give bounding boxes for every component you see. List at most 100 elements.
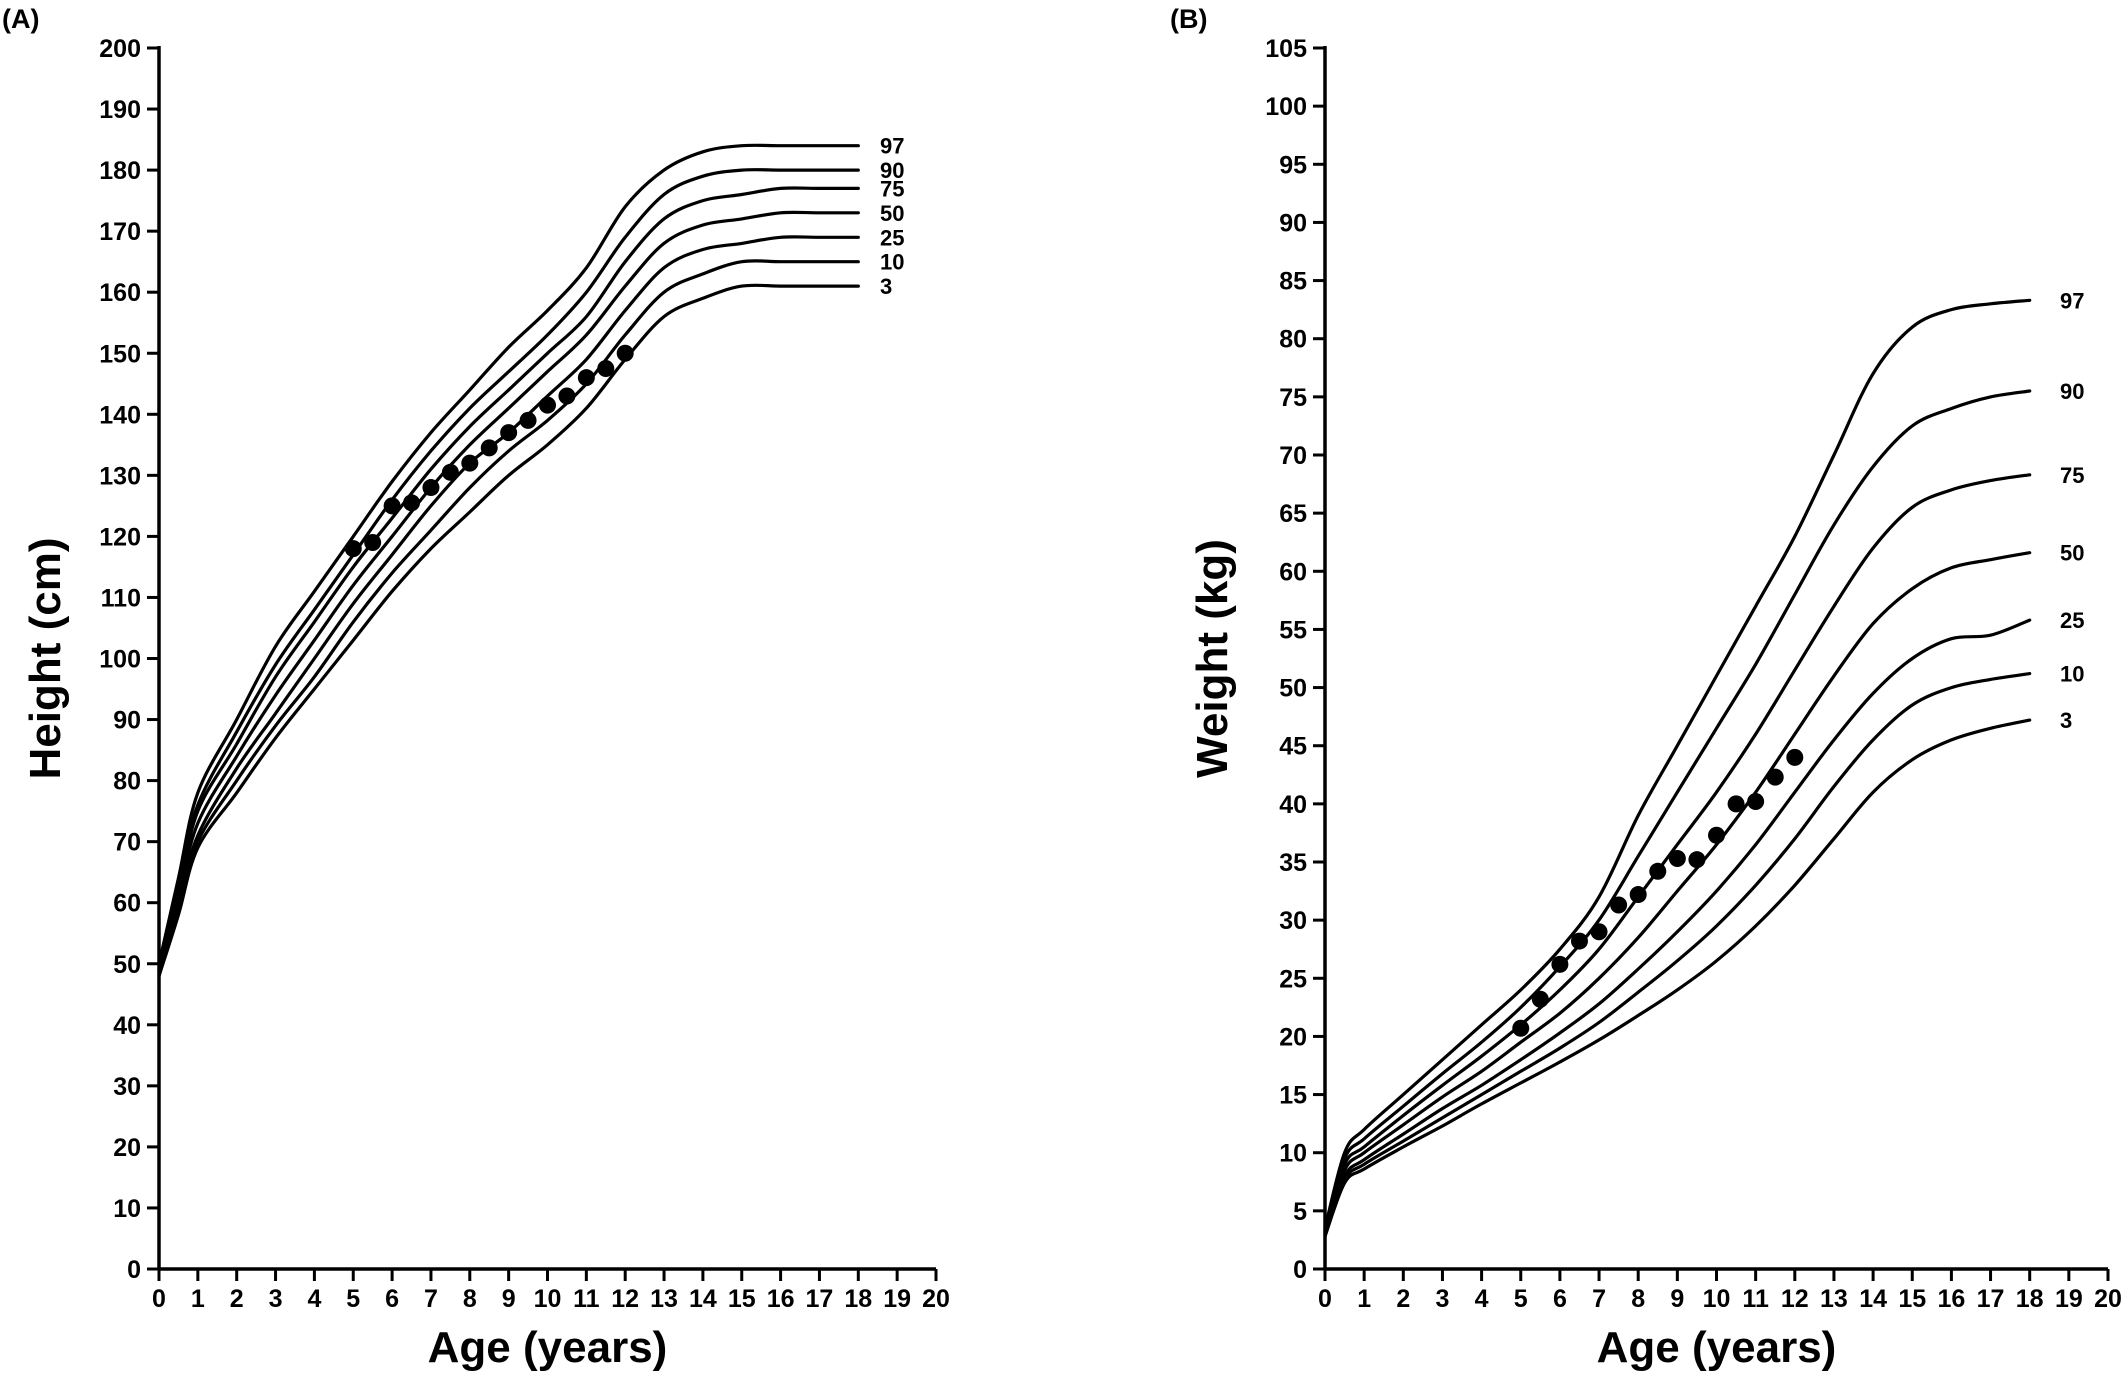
- y-tick-label: 0: [127, 1256, 141, 1284]
- patient-data-point: [383, 497, 401, 515]
- y-tick-label: 180: [99, 157, 141, 185]
- x-tick-label: 2: [1396, 1285, 1410, 1313]
- y-tick-label: 10: [113, 1195, 141, 1223]
- patient-data-point: [500, 424, 518, 442]
- y-tick-label: 45: [1279, 733, 1307, 761]
- x-tick-label: 2: [230, 1285, 244, 1313]
- patient-data-point: [1629, 886, 1647, 904]
- percentile-label-50: 50: [880, 201, 904, 226]
- x-tick-label: 4: [1475, 1285, 1489, 1313]
- patient-data-point: [1570, 932, 1588, 950]
- y-tick-label: 100: [1265, 93, 1307, 121]
- y-tick-label: 65: [1279, 500, 1307, 528]
- x-tick-label: 19: [883, 1285, 911, 1313]
- percentile-curve-97: [1323, 298, 2032, 1230]
- x-tick-label: 15: [1898, 1285, 1926, 1313]
- patient-points-height: [344, 344, 634, 558]
- x-tick-label: 20: [922, 1285, 950, 1313]
- patient-data-point: [1551, 955, 1569, 973]
- x-tick-label: 15: [728, 1285, 756, 1313]
- x-tick-label: 5: [346, 1285, 360, 1313]
- patient-data-point: [441, 463, 459, 481]
- patient-data-point: [1766, 768, 1784, 786]
- x-tick-label: 0: [152, 1285, 166, 1313]
- y-tick-label: 0: [1293, 1256, 1307, 1284]
- patient-data-point: [422, 479, 440, 497]
- y-tick-label: 20: [113, 1134, 141, 1162]
- percentile-curve-75: [1323, 473, 2032, 1233]
- patient-data-point: [1649, 862, 1667, 880]
- patient-data-point: [364, 534, 382, 552]
- patient-data-point: [480, 439, 498, 457]
- patient-data-point: [519, 411, 537, 429]
- y-tick-label: 140: [99, 401, 141, 429]
- x-tick-label: 18: [844, 1285, 872, 1313]
- patient-data-point: [597, 360, 615, 378]
- y-axis-title-weight: Weight (kg): [1188, 539, 1237, 778]
- y-tick-label: 15: [1279, 1082, 1307, 1110]
- patient-data-point: [1531, 990, 1549, 1008]
- x-tick-label: 8: [1631, 1285, 1645, 1313]
- y-tick-label: 105: [1265, 35, 1307, 63]
- percentile-curve-75: [157, 186, 860, 966]
- x-tick-label: 14: [1859, 1285, 1887, 1313]
- y-tick-label: 80: [113, 768, 141, 796]
- x-tick-label: 9: [1670, 1285, 1684, 1313]
- x-tick-label: 4: [307, 1285, 321, 1313]
- patient-points-weight: [1512, 748, 1804, 1037]
- x-tick-label: 16: [1937, 1285, 1965, 1313]
- y-tick-label: 90: [113, 707, 141, 735]
- weight-chart-panel: (B) Age (years) Weight (kg) 051015202530…: [1170, 4, 2122, 1372]
- percentile-curve-90: [1323, 389, 2032, 1230]
- x-tick-label: 12: [611, 1285, 639, 1313]
- percentile-curves-weight: [1323, 298, 2032, 1238]
- percentile-label-90: 90: [880, 158, 904, 183]
- x-tick-label: 16: [767, 1285, 795, 1313]
- y-tick-label: 85: [1279, 268, 1307, 296]
- percentile-label-3: 3: [2060, 708, 2072, 733]
- y-tick-label: 60: [1279, 558, 1307, 586]
- y-tick-label: 75: [1279, 384, 1307, 412]
- percentile-label-10: 10: [2060, 662, 2084, 687]
- x-tick-label: 7: [1592, 1285, 1606, 1313]
- x-tick-label: 12: [1781, 1285, 1809, 1313]
- x-tick-label: 3: [269, 1285, 283, 1313]
- percentile-label-50: 50: [2060, 541, 2084, 566]
- percentile-curve-90: [157, 168, 860, 966]
- x-tick-label: 11: [573, 1285, 600, 1313]
- patient-data-point: [403, 494, 421, 512]
- y-tick-label: 100: [99, 646, 141, 674]
- y-tick-label: 160: [99, 279, 141, 307]
- patient-data-point: [616, 344, 634, 362]
- patient-data-point: [1590, 923, 1608, 941]
- y-tick-label: 25: [1279, 965, 1307, 993]
- percentile-label-97: 97: [880, 134, 904, 159]
- x-tick-label: 3: [1435, 1285, 1449, 1313]
- patient-data-point: [1708, 826, 1725, 844]
- y-tick-label: 190: [99, 96, 141, 124]
- y-tick-label: 50: [113, 951, 141, 979]
- y-tick-label: 40: [1279, 791, 1307, 819]
- x-axis-title-height: Age (years): [428, 1323, 668, 1372]
- panel-label-b: (B): [1170, 4, 1207, 34]
- x-tick-label: 20: [2094, 1285, 2122, 1313]
- patient-data-point: [461, 454, 479, 472]
- percentile-curve-10: [1323, 672, 2032, 1236]
- patient-data-point: [1512, 1019, 1530, 1037]
- x-tick-label: 19: [2055, 1285, 2083, 1313]
- patient-data-point: [1747, 793, 1765, 811]
- x-tick-label: 8: [463, 1285, 477, 1313]
- percentile-label-90: 90: [2060, 379, 2084, 404]
- percentile-curve-50: [157, 210, 860, 972]
- patient-data-point: [577, 369, 595, 387]
- percentile-label-25: 25: [880, 225, 904, 250]
- percentile-label-10: 10: [880, 250, 904, 275]
- patient-data-point: [539, 396, 556, 414]
- patient-data-point: [344, 540, 362, 558]
- patient-data-point: [1786, 748, 1804, 766]
- patient-data-point: [1610, 896, 1628, 914]
- x-tick-label: 17: [806, 1285, 834, 1313]
- panel-label-a: (A): [2, 4, 39, 34]
- percentile-curve-50: [1323, 551, 2032, 1234]
